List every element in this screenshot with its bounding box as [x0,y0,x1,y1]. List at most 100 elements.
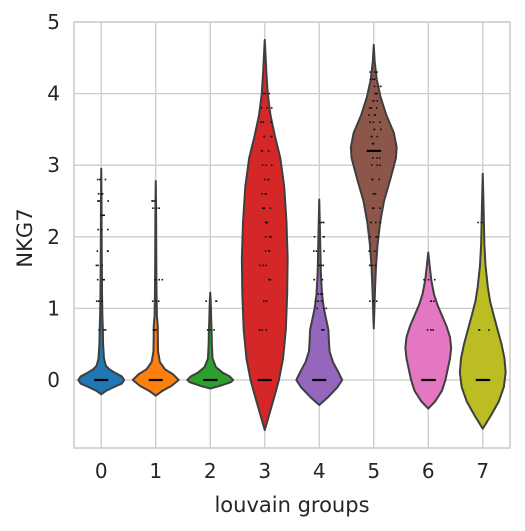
x-tick-label: 3 [258,459,271,483]
data-point [369,300,371,302]
data-point [478,329,481,331]
data-point [373,85,376,88]
data-point [155,329,157,331]
data-point [155,207,158,209]
data-point [264,92,267,95]
data-point [376,100,379,102]
data-point [370,221,372,224]
data-point [260,107,263,109]
data-point [369,121,371,123]
data-point [263,135,265,138]
data-point [263,300,265,302]
data-point [270,107,273,109]
data-point [213,329,215,331]
data-point [104,329,107,331]
data-point [96,278,99,281]
data-point [325,307,328,310]
data-point [103,329,105,331]
y-tick-label: 1 [47,296,60,320]
data-point [375,221,377,224]
data-point [323,329,325,331]
data-point [107,228,109,231]
data-point [107,200,109,202]
data-point [267,178,270,181]
data-point [98,200,101,202]
data-point [262,121,265,123]
data-point [152,329,155,331]
x-tick-label: 6 [422,459,435,483]
data-point [268,278,270,281]
data-point [268,92,270,95]
data-point [378,178,380,181]
data-point [155,300,158,302]
data-point [101,264,103,267]
data-point [264,250,267,252]
data-point [205,300,207,302]
data-point [158,278,160,281]
data-point [266,107,268,109]
data-point [319,221,321,224]
data-point [318,264,321,267]
data-point [374,193,377,195]
data-point [261,164,264,166]
data-point [380,128,382,131]
data-point [96,178,99,181]
y-tick-label: 5 [47,10,60,34]
data-point [321,293,324,295]
data-point [376,164,378,166]
data-point [373,250,376,252]
data-point [265,264,267,267]
data-point [96,250,99,252]
data-point [376,236,379,238]
data-point [264,178,266,181]
data-point [316,307,319,310]
data-point [263,207,266,209]
data-point [265,193,267,195]
data-point [95,264,98,267]
data-point [101,214,104,217]
data-point [372,193,375,195]
data-point [320,300,323,302]
data-point [266,221,269,224]
y-tick-label: 2 [47,225,60,249]
data-point [317,300,320,302]
data-point [100,214,102,217]
data-point [373,207,375,209]
data-point [265,221,267,224]
data-point [434,379,437,381]
data-point [209,329,212,331]
data-point [321,329,324,331]
data-point [423,278,425,281]
data-point [97,200,99,202]
data-point [368,250,371,252]
data-point [369,236,372,238]
plot-border [73,21,511,449]
data-point [427,278,430,281]
data-point [426,329,429,331]
violin-group-3 [240,38,289,432]
data-point [433,300,435,302]
data-point [368,264,371,267]
violin-body [295,198,344,407]
data-point [372,78,374,81]
data-point [369,78,372,81]
data-point [375,300,378,302]
data-point [488,329,490,331]
violin-group-7 [458,172,507,430]
data-point [313,250,315,252]
data-point [430,329,432,331]
x-tick-label: 1 [149,459,162,483]
data-point [154,278,157,281]
data-point [368,114,370,116]
data-point [372,100,374,102]
data-point [267,150,270,152]
data-point [261,329,263,331]
x-axis-label: louvain groups [214,493,369,517]
violin-body [240,38,289,432]
data-point [100,193,103,195]
violin-body [186,291,235,390]
data-point [371,178,373,181]
data-point [377,85,380,88]
data-point [269,278,272,281]
data-point [480,221,483,224]
